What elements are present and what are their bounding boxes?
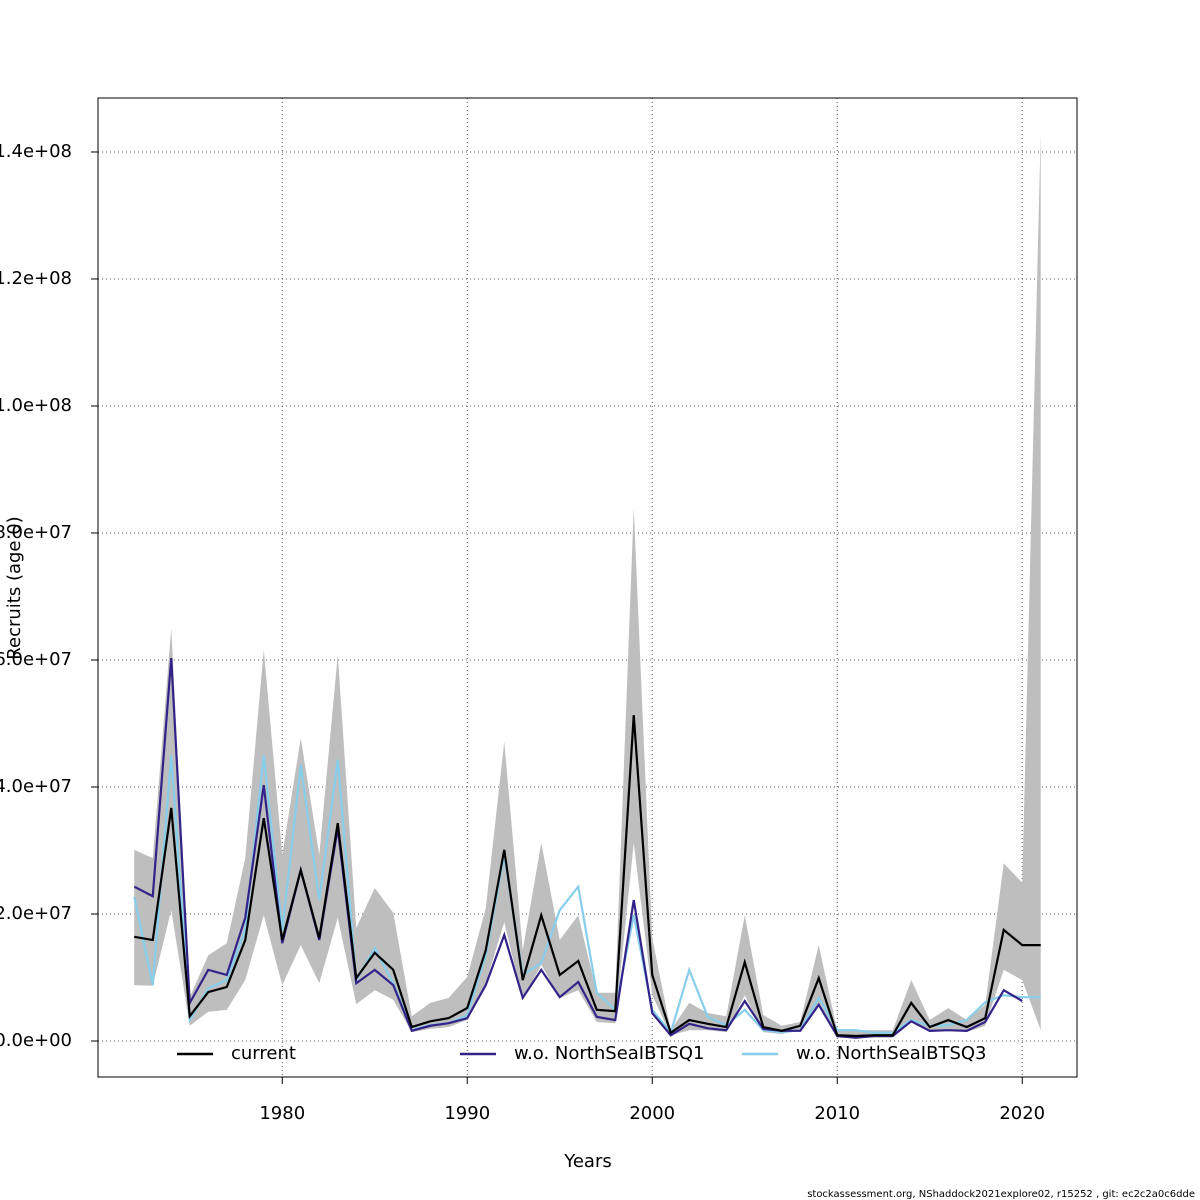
series-line	[134, 715, 1041, 1038]
y-tick-label: 4.0e+07	[0, 776, 72, 797]
x-tick-label: 1980	[259, 1103, 305, 1124]
confidence-band	[134, 132, 1041, 1038]
y-tick-label: 0.0e+00	[0, 1030, 72, 1051]
x-tick-label: 2000	[629, 1103, 675, 1124]
footnote: stockassessment.org, NShaddock2021explor…	[807, 1189, 1195, 1200]
y-tick-label: 2.0e+07	[0, 903, 72, 924]
y-axis-label: Recruits (age 0)	[4, 516, 25, 659]
y-tick-label: 1.4e+08	[0, 141, 72, 162]
y-tick-label: 1.2e+08	[0, 268, 72, 289]
y-tick-label: 8.0e+07	[0, 522, 72, 543]
legend-label: current	[231, 1043, 296, 1064]
legend-label: w.o. NorthSeaIBTSQ1	[514, 1043, 705, 1064]
plot-area	[133, 132, 1041, 1039]
plot-frame	[97, 97, 1078, 1078]
x-tick-label: 2020	[999, 1103, 1045, 1124]
legend-label: w.o. NorthSeaIBTSQ3	[796, 1043, 987, 1064]
y-tick-label: 1.0e+08	[0, 395, 72, 416]
x-tick-label: 1990	[444, 1103, 490, 1124]
x-tick-label: 2010	[814, 1103, 860, 1124]
x-axis-label: Years	[563, 1151, 612, 1172]
y-tick-label: 6.0e+07	[0, 649, 72, 670]
series-line	[133, 755, 1041, 1036]
